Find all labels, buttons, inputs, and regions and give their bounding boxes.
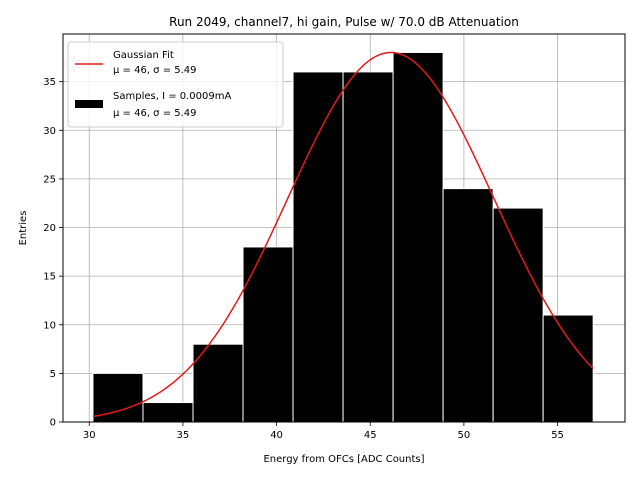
plot-frame (62, 33, 626, 423)
histogram-bar (242, 246, 294, 423)
y-axis-label: Entries (18, 211, 29, 246)
y-tick-label: 10 (43, 320, 56, 331)
legend-box (67, 41, 284, 128)
histogram-bar (292, 71, 344, 423)
legend-fit-label: Gaussian Fit (113, 50, 174, 61)
legend-samples-stats: μ = 46, σ = 5.49 (113, 108, 197, 119)
y-tick-label: 25 (43, 174, 56, 185)
y-tick-label: 5 (50, 369, 56, 380)
legend-fit-stats: μ = 46, σ = 5.49 (113, 65, 197, 76)
legend-samples-label: Samples, I = 0.0009mA (113, 91, 231, 102)
x-tick-label: 45 (364, 430, 377, 441)
x-axis-ticks: 30 35 40 45 50 55 (83, 422, 564, 441)
histogram-bars (92, 51, 594, 423)
histogram-bar (142, 402, 194, 423)
histogram-bar (92, 372, 144, 423)
y-tick-label: 0 (50, 418, 56, 429)
x-axis-label: Energy from OFCs [ADC Counts] (263, 454, 424, 465)
y-axis-ticks: 0 5 10 15 20 25 30 35 (43, 77, 63, 429)
histogram-bar (342, 71, 394, 423)
y-tick-label: 15 (43, 272, 56, 283)
chart-title: Run 2049, channel7, hi gain, Pulse w/ 70… (169, 15, 519, 29)
histogram-bar (192, 343, 244, 423)
x-tick-label: 55 (551, 430, 564, 441)
y-tick-label: 30 (43, 126, 56, 137)
histogram-bar (392, 51, 444, 423)
legend-samples-swatch (75, 100, 103, 108)
y-tick-label: 20 (43, 223, 56, 234)
histogram-bar (442, 188, 494, 423)
x-tick-label: 50 (458, 430, 471, 441)
histogram-bar (542, 314, 594, 423)
gaussian-fit-curve (92, 51, 594, 418)
x-tick-label: 30 (83, 430, 96, 441)
y-tick-label: 35 (43, 77, 56, 88)
x-tick-label: 35 (177, 430, 190, 441)
x-tick-label: 40 (270, 430, 283, 441)
legend: Gaussian Fit μ = 46, σ = 5.49 Samples, I… (67, 41, 284, 128)
histogram-bar (492, 207, 544, 423)
